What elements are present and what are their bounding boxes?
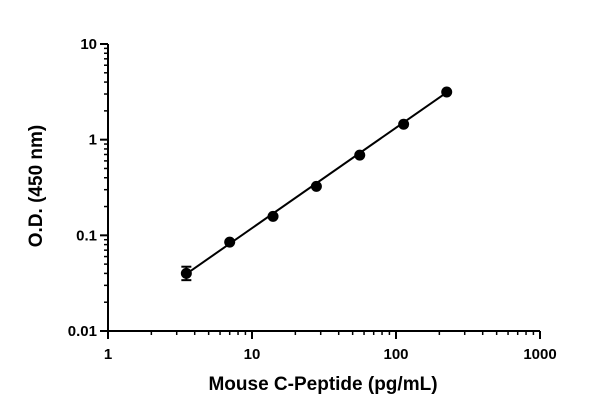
y-tick-label: 0.1 [76, 227, 97, 244]
y-tick-label: 10 [80, 36, 97, 53]
y-tick-label: 1 [89, 132, 97, 149]
data-point [180, 267, 192, 279]
x-tick-label: 10 [244, 346, 261, 363]
y-tick-label: 0.01 [68, 323, 97, 340]
x-tick-label: 1 [104, 346, 112, 363]
data-point [398, 118, 410, 130]
data-point [441, 86, 453, 98]
plot-area [180, 86, 453, 282]
data-point [267, 210, 279, 222]
x-tick-label: 1000 [523, 346, 556, 363]
data-point [354, 149, 366, 161]
data-point [310, 180, 322, 192]
axes: 1 10 100 1000 0.01 0.1 1 10 [68, 36, 557, 363]
y-axis-title: O.D. (450 nm) [26, 125, 47, 247]
data-point [224, 236, 236, 248]
x-axis-title: Mouse C-Peptide (pg/mL) [208, 374, 437, 395]
x-tick-label: 100 [383, 346, 408, 363]
